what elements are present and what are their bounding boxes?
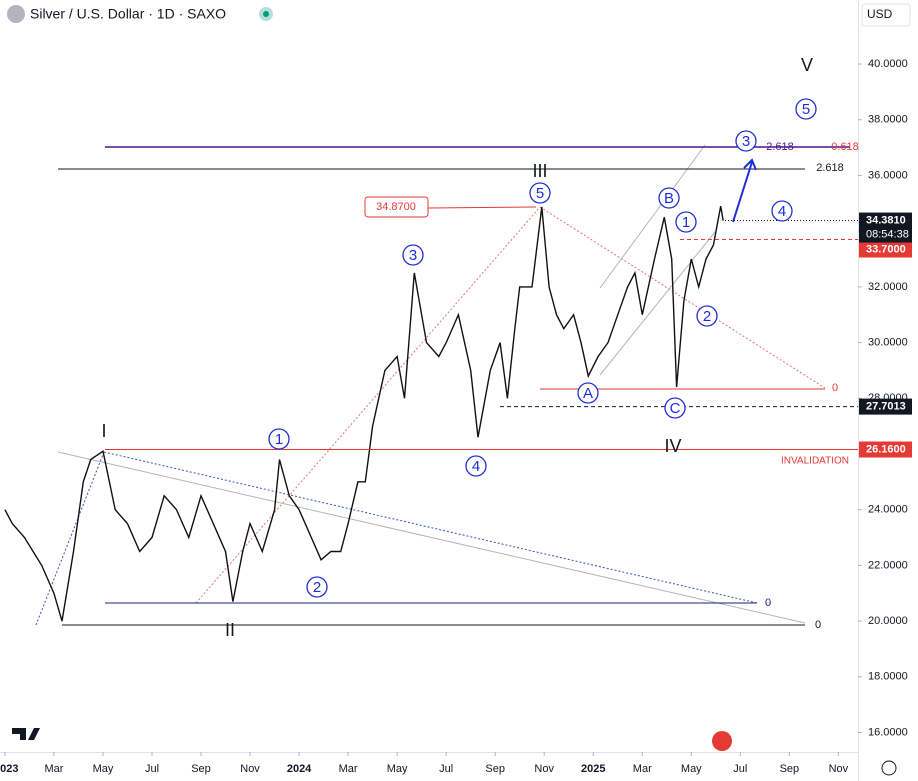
wave-label: III — [532, 161, 547, 181]
wave-circle — [306, 576, 328, 598]
high-callout-box — [364, 196, 429, 218]
logo — [12, 728, 40, 740]
x-tick-label: Sep — [191, 763, 211, 775]
x-tick-label: Sep — [780, 763, 800, 775]
wave-label: I — [101, 421, 106, 441]
wave-label: 2 — [703, 308, 711, 325]
y-tick-label: 40.0000 — [868, 58, 908, 70]
wave-circle — [577, 382, 599, 404]
x-tick-label: May — [93, 763, 114, 775]
y-tick-label: 20.0000 — [868, 615, 908, 627]
x-tick-label: Nov — [240, 763, 260, 775]
high-callout: 34.8700 — [376, 201, 416, 213]
trendline — [539, 206, 826, 389]
wave-label: 4 — [778, 203, 786, 220]
status-icon — [263, 11, 269, 17]
invalidation-label: INVALIDATION — [781, 456, 849, 467]
wave-circle — [402, 244, 424, 266]
fib-label: 0 — [815, 619, 821, 631]
level-label-bg — [859, 241, 912, 258]
level-label: 27.7013 — [866, 401, 906, 413]
wave-circle — [664, 397, 686, 419]
x-tick-label: Mar — [633, 763, 652, 775]
x-tick-label: Jul — [145, 763, 159, 775]
y-tick-label: 24.0000 — [868, 504, 908, 516]
wave-label: 1 — [275, 431, 283, 448]
wave-label: 5 — [802, 101, 810, 118]
y-tick-label: 32.0000 — [868, 281, 908, 293]
wave-circle — [465, 455, 487, 477]
x-tick-label: Mar — [339, 763, 358, 775]
x-tick-label: May — [387, 763, 408, 775]
wave-label: II — [225, 620, 235, 640]
level-label-bg — [859, 398, 912, 415]
y-tick-label: 18.0000 — [868, 671, 908, 683]
x-tick-label: Sep — [485, 763, 505, 775]
x-tick-label: 2024 — [287, 763, 312, 775]
level-label: 33.7000 — [866, 243, 906, 255]
wave-circle — [529, 182, 551, 204]
x-tick-label: Jul — [439, 763, 453, 775]
wave-label: V — [801, 55, 813, 75]
x-tick-label: Mar — [44, 763, 63, 775]
wave-label: 5 — [536, 185, 544, 202]
currency-label[interactable]: USD — [867, 7, 893, 21]
last-price-bg — [859, 212, 912, 243]
wave-circle — [675, 211, 697, 233]
x-tick-label: Jul — [733, 763, 747, 775]
countdown: 08:54:38 — [866, 228, 909, 240]
y-tick-label: 30.0000 — [868, 336, 908, 348]
projection-arrow — [732, 158, 757, 223]
fib-label: 0.618 — [831, 141, 859, 153]
y-tick-label: 38.0000 — [868, 114, 908, 126]
wave-label: 1 — [682, 214, 690, 231]
channel-line — [599, 231, 716, 376]
level-label-bg — [859, 441, 912, 458]
fib-label: 0 — [765, 597, 771, 609]
last-price-label: 34.3810 — [866, 214, 906, 226]
flag-icon — [712, 731, 732, 751]
trendline — [35, 451, 105, 626]
trendline — [195, 206, 541, 604]
trendline — [57, 451, 806, 624]
wave-label: 3 — [742, 133, 750, 150]
wave-label: 2 — [313, 579, 321, 596]
fib-label: 0 — [832, 382, 838, 394]
y-tick-label: 36.0000 — [868, 169, 908, 181]
drawings — [12, 7, 897, 776]
x-tick-label: 2023 — [0, 763, 18, 775]
wave-label: IV — [664, 436, 681, 456]
callout-line — [427, 206, 537, 209]
symbol-title: Silver / U.S. Dollar · 1D · SAXO — [30, 6, 226, 22]
level-label: 26.1600 — [866, 443, 906, 455]
wave-circle — [696, 305, 718, 327]
wave-circle — [658, 187, 680, 209]
wave-label: 4 — [472, 458, 480, 475]
x-tick-label: Nov — [829, 763, 849, 775]
wave-label: A — [583, 385, 593, 402]
fib-label: 2.618 — [766, 141, 794, 153]
x-tick-label: Nov — [534, 763, 554, 775]
wave-circle — [795, 98, 817, 120]
x-tick-label: 2025 — [581, 763, 605, 775]
wave-label: B — [664, 190, 674, 207]
fib-label: 2.618 — [816, 162, 844, 174]
wave-circle — [268, 428, 290, 450]
wave-circle — [735, 130, 757, 152]
price-line — [4, 205, 724, 622]
y-tick-label: 16.0000 — [868, 726, 908, 738]
wave-label: C — [670, 400, 681, 417]
settings-icon[interactable] — [881, 760, 897, 776]
x-tick-label: May — [681, 763, 702, 775]
symbol-icon — [7, 5, 25, 23]
wave-label: 3 — [409, 247, 417, 264]
wave-circle — [771, 200, 793, 222]
y-tick-label: 22.0000 — [868, 559, 908, 571]
currency-button[interactable] — [861, 3, 911, 27]
